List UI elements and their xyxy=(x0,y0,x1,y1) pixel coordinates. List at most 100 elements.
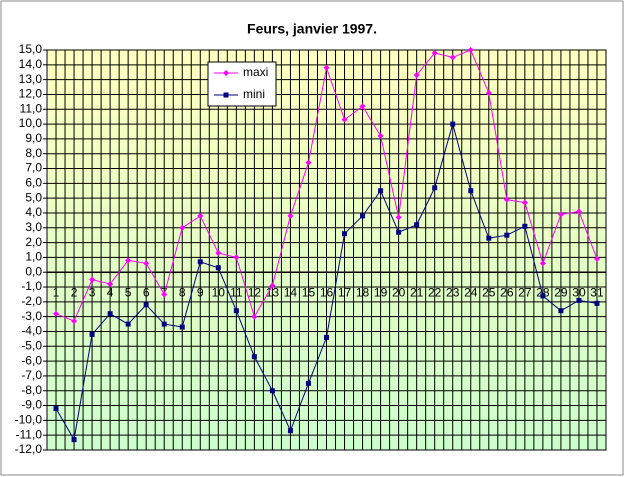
x-tick-label: 28 xyxy=(536,285,550,299)
point xyxy=(539,260,546,267)
point xyxy=(53,406,59,412)
legend-marker xyxy=(223,92,229,98)
point xyxy=(575,208,582,215)
point xyxy=(504,232,510,238)
y-tick-label: -4,0 xyxy=(21,324,42,338)
y-tick-label: 9,0 xyxy=(25,131,42,145)
point xyxy=(324,334,329,340)
x-tick-label: 15 xyxy=(302,285,316,299)
point xyxy=(143,302,149,308)
legend-label: maxi xyxy=(243,65,268,79)
x-tick-label: 16 xyxy=(320,285,334,299)
point xyxy=(557,211,564,218)
y-tick-label: 7,0 xyxy=(25,161,42,175)
x-tick-label: 24 xyxy=(464,285,478,299)
y-tick-label: -8,0 xyxy=(21,383,42,397)
x-tick-label: 31 xyxy=(590,285,604,299)
point xyxy=(107,311,113,317)
point xyxy=(53,310,60,317)
point xyxy=(341,116,348,123)
y-tick-label: -3,0 xyxy=(21,309,42,323)
point xyxy=(305,380,311,386)
x-tick-label: 9 xyxy=(197,285,204,299)
point xyxy=(395,214,402,221)
x-tick-label: 26 xyxy=(500,285,514,299)
y-tick-label: 13,0 xyxy=(19,72,43,86)
point xyxy=(287,428,293,434)
y-tick-label: -7,0 xyxy=(21,368,42,382)
point xyxy=(540,293,546,299)
x-tick-label: 29 xyxy=(554,285,568,299)
point xyxy=(71,318,78,325)
point xyxy=(107,281,114,288)
x-tick-label: 5 xyxy=(125,285,132,299)
point xyxy=(143,260,150,267)
chart-title: Feurs, janvier 1997. xyxy=(247,21,377,37)
point xyxy=(468,188,474,194)
y-tick-label: 10,0 xyxy=(19,116,43,130)
point xyxy=(360,213,366,219)
point xyxy=(233,254,240,261)
y-tick-label: 12,0 xyxy=(19,87,43,101)
point xyxy=(414,222,420,228)
x-tick-label: 13 xyxy=(266,285,280,299)
y-tick-label: -11,0 xyxy=(16,427,43,441)
point xyxy=(432,185,438,191)
point xyxy=(269,282,276,289)
y-tick-label: 1,0 xyxy=(25,250,42,264)
legend-marker xyxy=(223,70,229,76)
point xyxy=(251,313,258,320)
y-tick-label: -10,0 xyxy=(15,413,43,427)
point xyxy=(251,354,257,360)
point xyxy=(485,89,492,96)
x-tick-label: 10 xyxy=(212,285,226,299)
legend: maxi mini xyxy=(207,61,277,107)
point xyxy=(161,321,167,327)
point xyxy=(521,199,528,206)
point xyxy=(125,257,132,264)
point xyxy=(197,212,204,219)
point xyxy=(377,132,384,139)
point xyxy=(215,265,221,271)
point xyxy=(576,297,582,303)
legend-label: mini xyxy=(243,87,265,101)
point xyxy=(594,300,600,306)
x-tick-label: 1 xyxy=(53,285,60,299)
y-tick-label: -2,0 xyxy=(21,294,42,308)
x-tick-label: 6 xyxy=(143,285,150,299)
y-tick-label: 2,0 xyxy=(25,235,42,249)
y-tick-label: 6,0 xyxy=(25,176,42,190)
point xyxy=(125,321,131,327)
point xyxy=(179,324,185,330)
x-tick-label: 14 xyxy=(284,285,298,299)
y-tick-label: -9,0 xyxy=(21,398,42,412)
x-tick-label: 21 xyxy=(410,285,424,299)
y-tick-label: 0,0 xyxy=(25,264,42,278)
point xyxy=(450,121,456,127)
point xyxy=(431,49,438,56)
point xyxy=(305,159,312,166)
x-tick-label: 25 xyxy=(482,285,496,299)
x-tick-label: 17 xyxy=(338,285,352,299)
y-tick-label: 3,0 xyxy=(25,220,42,234)
point xyxy=(558,308,564,314)
point xyxy=(378,188,384,194)
point xyxy=(269,388,275,394)
y-tick-label: 11,0 xyxy=(20,101,43,115)
point xyxy=(179,224,186,231)
y-tick-label: -12,0 xyxy=(15,442,43,456)
x-tick-label: 18 xyxy=(356,285,370,299)
y-tick-label: 15,0 xyxy=(19,42,43,56)
point xyxy=(396,229,402,235)
point xyxy=(522,223,528,229)
y-tick-label: -6,0 xyxy=(21,353,42,367)
point xyxy=(467,47,474,53)
point xyxy=(71,437,77,443)
x-tick-label: 23 xyxy=(446,285,460,299)
point xyxy=(89,276,96,283)
point xyxy=(287,212,294,219)
y-tick-label: 5,0 xyxy=(25,190,42,204)
point xyxy=(323,64,330,71)
x-tick-label: 12 xyxy=(248,285,262,299)
point xyxy=(161,291,168,298)
